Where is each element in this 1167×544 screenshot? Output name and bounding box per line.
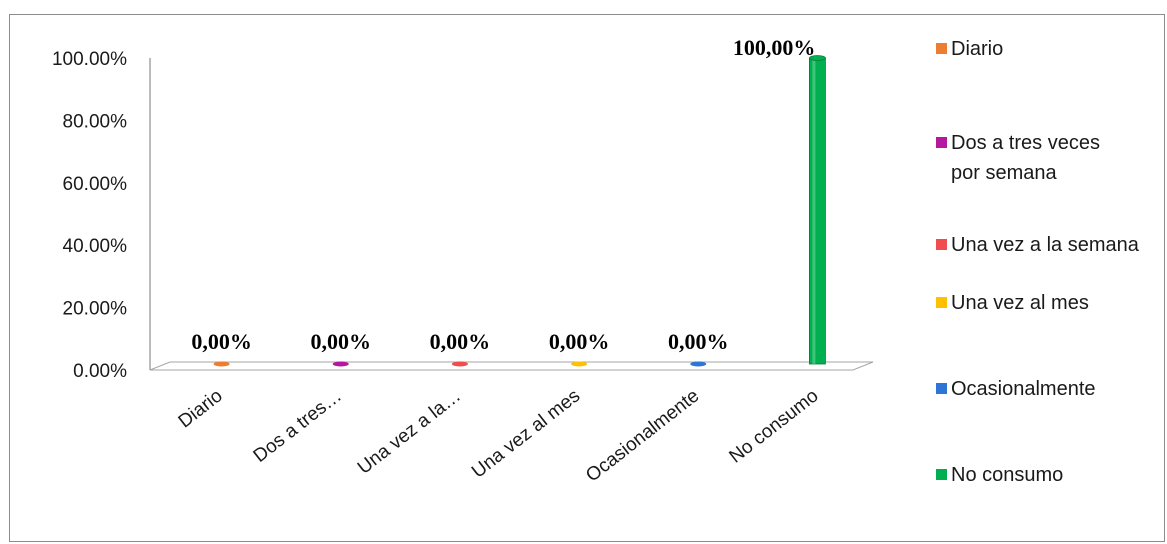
y-tick-label: 20.00% xyxy=(63,299,128,320)
data-label: 100,00% xyxy=(733,35,816,60)
bar xyxy=(451,361,468,367)
legend-label: Diario xyxy=(951,38,1003,60)
legend-label: Una vez al mes xyxy=(951,292,1089,314)
category-label: Una vez al mes xyxy=(468,385,584,482)
bar xyxy=(213,361,230,367)
bar-highlight xyxy=(812,58,816,364)
legend-swatch xyxy=(936,297,947,308)
y-tick-label: 80.00% xyxy=(63,111,128,132)
category-label: No consumo xyxy=(726,385,823,467)
category-label: Una vez a la… xyxy=(354,385,465,478)
category-label: Dos a tres… xyxy=(250,385,346,467)
data-label: 0,00% xyxy=(549,329,610,354)
data-label: 0,00% xyxy=(430,329,491,354)
legend-swatch xyxy=(936,137,947,148)
category-label: Ocasionalmente xyxy=(582,385,703,486)
category-label: Diario xyxy=(175,385,227,432)
chart-frame xyxy=(9,14,1165,542)
legend-label: No consumo xyxy=(951,464,1063,486)
legend-swatch xyxy=(936,469,947,480)
y-tick-label: 40.00% xyxy=(63,236,128,257)
legend-label: Dos a tres veces por semana xyxy=(951,132,1100,184)
legend-label: Una vez a la semana xyxy=(951,234,1140,256)
legend-swatch xyxy=(936,239,947,250)
data-label: 0,00% xyxy=(311,329,372,354)
y-tick-label: 60.00% xyxy=(63,174,128,195)
bar-top xyxy=(809,55,826,61)
legend-swatch xyxy=(936,383,947,394)
y-tick-label: 0.00% xyxy=(73,361,127,382)
legend-label: Ocasionalmente xyxy=(951,378,1096,400)
data-label: 0,00% xyxy=(668,329,729,354)
data-label: 0,00% xyxy=(191,329,252,354)
bar xyxy=(690,361,707,367)
legend-swatch xyxy=(936,43,947,54)
bar xyxy=(571,361,588,367)
bar xyxy=(809,57,826,365)
bar xyxy=(332,361,349,367)
chart-floor xyxy=(149,361,874,371)
y-tick-label: 100.00% xyxy=(52,49,127,70)
